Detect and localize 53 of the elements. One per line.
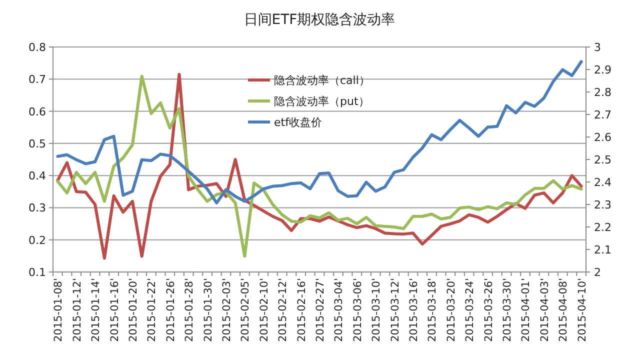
y-tick-label: 0.3 bbox=[28, 202, 46, 215]
x-tick-label: 2015-01-16' bbox=[108, 278, 121, 342]
legend-label: 隐含波动率（call） bbox=[274, 74, 370, 87]
y2-tick-label: 2 bbox=[594, 266, 601, 279]
y-tick-label: 0.7 bbox=[28, 73, 46, 86]
x-tick-label: 2015-01-08' bbox=[52, 278, 65, 342]
x-tick-label: 2015-01-12' bbox=[71, 278, 84, 342]
x-tick-label: 2015-01-14' bbox=[90, 278, 102, 342]
x-tick-label: 2015-03-24' bbox=[464, 278, 476, 342]
x-tick-label: 2015-04-03' bbox=[538, 278, 551, 342]
x-tick-label: 2015-03-06' bbox=[352, 278, 364, 342]
y2-tick-label: 2.4 bbox=[594, 176, 612, 189]
y-tick-label: 0.6 bbox=[28, 105, 46, 118]
legend-label: 隐含波动率（put） bbox=[274, 95, 370, 108]
y2-tick-label: 2.2 bbox=[594, 221, 612, 234]
x-tick-label: 2015-02-12' bbox=[277, 278, 290, 342]
y-tick-label: 0.5 bbox=[28, 137, 46, 150]
x-tick-label: 2015-02-27' bbox=[314, 278, 326, 342]
y-tick-label: 0.1 bbox=[28, 266, 46, 279]
x-tick-label: 2015-03-16' bbox=[408, 278, 420, 342]
x-tick-label: 2015-03-04' bbox=[333, 278, 346, 342]
y2-tick-label: 2.5 bbox=[594, 154, 612, 166]
x-tick-label: 2015-02-16' bbox=[296, 278, 308, 342]
y2-tick-label: 2.8 bbox=[594, 86, 612, 99]
y-tick-label: 0.2 bbox=[28, 234, 46, 247]
x-tick-label: 2015-02-05' bbox=[240, 278, 252, 342]
x-tick-label: 2015-01-20' bbox=[127, 278, 140, 342]
x-tick-label: 2015-01-22' bbox=[146, 278, 158, 342]
x-tick-label: 2015-02-03' bbox=[220, 278, 233, 342]
line-series bbox=[56, 60, 583, 204]
y2-tick-label: 2.3 bbox=[594, 198, 612, 212]
x-tick-label: 2015-01-28' bbox=[184, 278, 196, 342]
y2-tick-label: 2.9 bbox=[594, 64, 612, 76]
x-tick-label: 2015-03-10' bbox=[370, 278, 383, 342]
y2-tick-label: 3 bbox=[594, 41, 601, 54]
legend-label: etf收盘价 bbox=[274, 116, 322, 129]
y-tick-label: 0.8 bbox=[28, 41, 46, 54]
x-tick-label: 2015-03-18' bbox=[426, 278, 439, 342]
y2-tick-label: 2.7 bbox=[594, 108, 612, 122]
x-tick-label: 2015-03-30' bbox=[502, 278, 514, 342]
x-tick-label: 2015-01-26' bbox=[164, 278, 177, 342]
x-tick-label: 2015-04-10' bbox=[576, 278, 588, 342]
x-tick-label: 2015-03-26' bbox=[482, 278, 495, 342]
y2-tick-label: 2.6 bbox=[594, 131, 612, 144]
x-tick-label: 2015-04-08' bbox=[558, 278, 570, 342]
x-tick-label: 2015-03-20' bbox=[445, 278, 458, 342]
x-tick-label: 2015-04-01' bbox=[520, 278, 532, 342]
x-tick-label: 2015-01-30' bbox=[202, 278, 214, 342]
x-tick-label: 2015-02-10' bbox=[258, 278, 270, 342]
y-tick-label: 0.4 bbox=[28, 170, 46, 183]
y2-tick-label: 2.1 bbox=[594, 244, 612, 256]
x-tick-label: 2015-03-12' bbox=[389, 278, 402, 342]
chart-title: 日间ETF期权隐含波动率 bbox=[244, 12, 396, 28]
